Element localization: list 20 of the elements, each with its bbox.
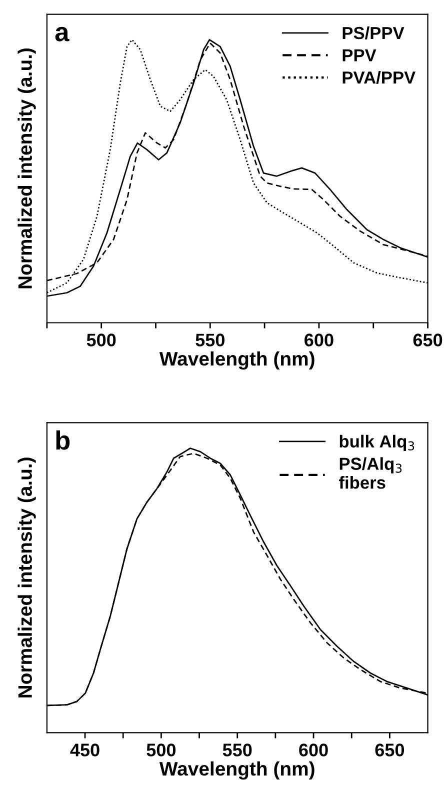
x-axis-title: Wavelength (nm) [159,761,314,780]
x-tick-label: 500 [146,744,176,756]
x-axis-title: Wavelength (nm) [159,351,314,370]
annotation: a [55,26,70,42]
x-tick-label: 550 [196,334,224,346]
x-tick-label: 600 [304,334,334,346]
y-axis-title: Normalized intensity (a.u.) [18,458,36,698]
annotation: b [56,430,70,450]
y-axis-title: Normalized intensity (a.u.) [18,48,36,288]
legend-label: PS/Alq$_{3}$ fibers [339,457,402,489]
legend-label: bulk Alq$_{3}$ [340,434,414,452]
legend-label: PVA/PPV [342,70,416,84]
x-tick-label: 600 [299,744,328,756]
legend-label: PPV [342,49,376,62]
x-tick-label: 650 [375,744,404,756]
x-tick-label: 650 [413,334,442,346]
legend-label: PS/PPV [342,26,404,40]
x-tick-label: 550 [222,744,252,756]
x-tick-label: 450 [70,744,100,756]
x-tick-label: 500 [86,334,116,346]
